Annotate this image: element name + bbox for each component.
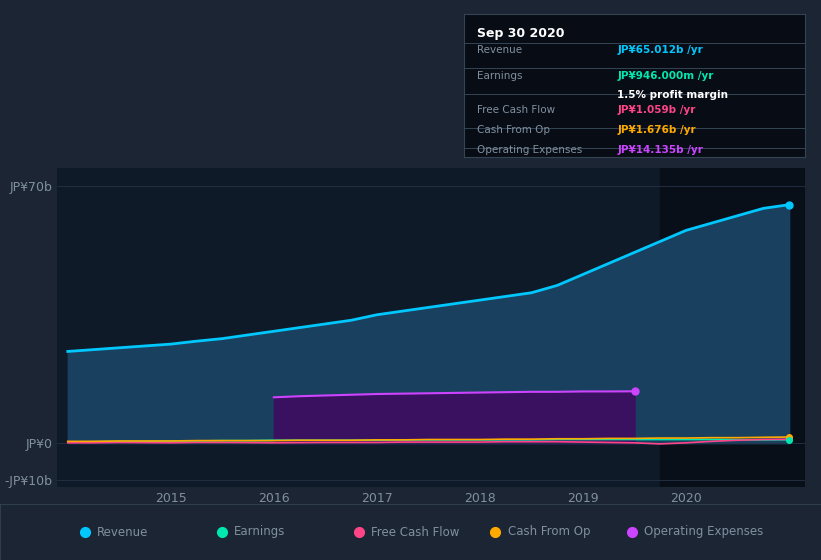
Text: Earnings: Earnings (478, 71, 523, 81)
Text: JP¥1.676b /yr: JP¥1.676b /yr (617, 125, 696, 136)
Text: JP¥65.012b /yr: JP¥65.012b /yr (617, 45, 703, 55)
Text: Revenue: Revenue (478, 45, 523, 55)
Text: Free Cash Flow: Free Cash Flow (371, 525, 459, 539)
Text: JP¥946.000m /yr: JP¥946.000m /yr (617, 71, 713, 81)
Text: Sep 30 2020: Sep 30 2020 (478, 27, 565, 40)
Text: Operating Expenses: Operating Expenses (644, 525, 764, 539)
Text: JP¥14.135b /yr: JP¥14.135b /yr (617, 146, 703, 155)
Bar (660, 168, 810, 487)
Text: Free Cash Flow: Free Cash Flow (478, 105, 556, 115)
Text: Cash From Op: Cash From Op (478, 125, 551, 136)
Text: Earnings: Earnings (234, 525, 286, 539)
Text: Cash From Op: Cash From Op (507, 525, 590, 539)
Text: Revenue: Revenue (97, 525, 149, 539)
Text: Operating Expenses: Operating Expenses (478, 146, 583, 155)
Text: JP¥1.059b /yr: JP¥1.059b /yr (617, 105, 695, 115)
Text: 1.5% profit margin: 1.5% profit margin (617, 90, 728, 100)
